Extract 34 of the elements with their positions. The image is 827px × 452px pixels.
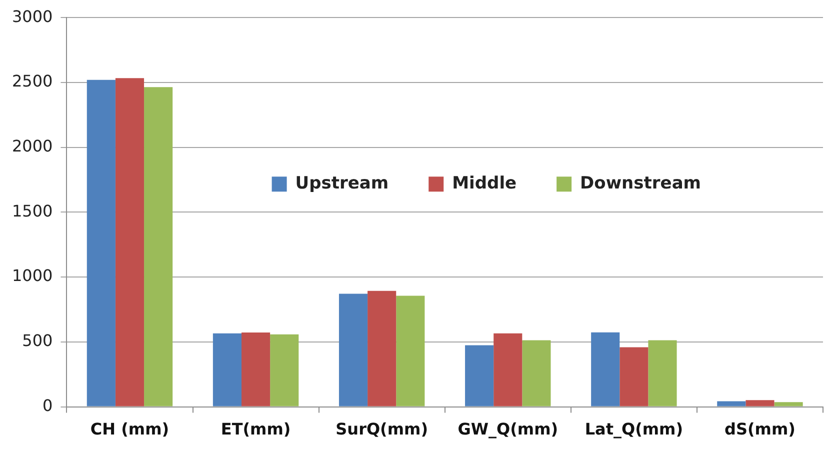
x-tick-label: ET(mm) [220,420,291,439]
legend-label: Middle [452,174,517,194]
bar [115,78,144,406]
bar [774,402,803,406]
bar [86,80,116,406]
bar [620,347,648,406]
x-tick-label: GW_Q(mm) [458,420,558,439]
bar [270,334,299,406]
bar [465,345,494,406]
x-tick-label: dS(mm) [724,420,796,439]
y-tick-label: 3000 [12,6,53,26]
bar [494,333,522,406]
bar [368,290,396,406]
bar [522,340,551,406]
bar [717,401,746,406]
legend-label: Downstream [580,174,702,194]
bar [242,332,270,406]
bar [212,333,242,406]
bar [338,294,368,406]
x-tick-label: SurQ(mm) [336,420,428,439]
y-tick-label: 1000 [12,266,53,286]
y-tick-label: 2500 [12,72,53,91]
y-tick-label: 2000 [12,136,53,156]
bar [144,87,173,406]
x-tick-label: CH (mm) [90,420,170,439]
legend-label: Upstream [295,174,389,194]
x-tick-label: Lat_Q(mm) [584,420,684,439]
bar [746,400,774,406]
bar [396,296,425,406]
y-tick-label: 1500 [12,201,53,220]
bar [648,340,677,406]
y-tick-label: 500 [22,331,53,350]
bar [591,332,620,406]
y-tick-label: 0 [42,396,53,415]
